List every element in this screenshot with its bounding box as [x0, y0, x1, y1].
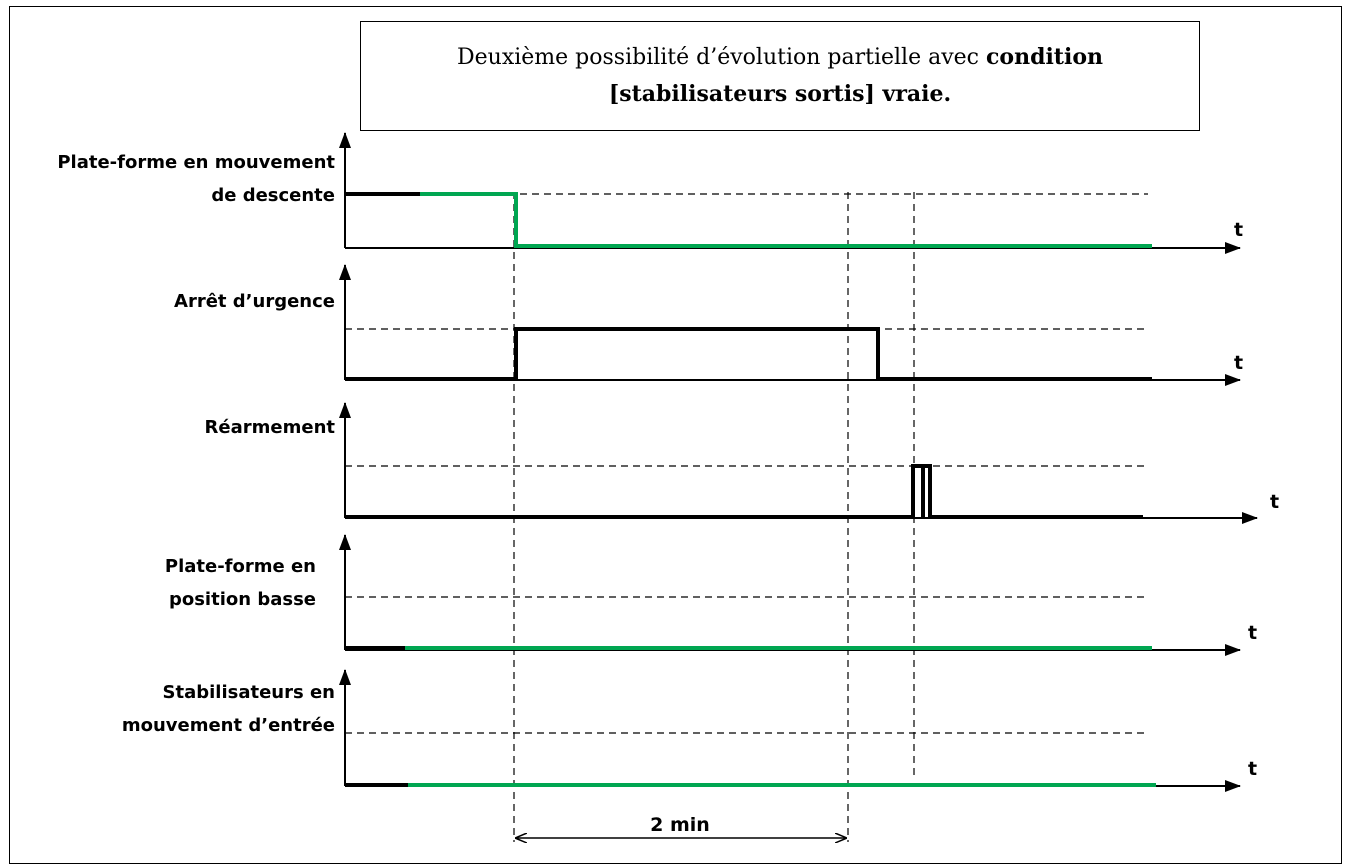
signal-label-stabilisateurs-line-1: Stabilisateurs en — [162, 682, 335, 703]
title-line-1-normal: Deuxième possibilité d’évolution partiel… — [457, 45, 986, 70]
signal-label-position-basse-line-1: Plate-forme en — [164, 556, 316, 577]
signal-label-position-basse-line-2: position basse — [168, 589, 316, 610]
signal-label-arret-urgence-line-1: Arrêt d’urgence — [174, 291, 335, 312]
axis-label-t-stabilisateurs: t — [1248, 758, 1257, 780]
title-line-1-bold: condition — [986, 44, 1103, 70]
signal-label-rearmement-line-1: Réarmement — [204, 417, 335, 438]
signal-label-stabilisateurs: Stabilisateurs en mouvement d’entrée — [122, 676, 335, 742]
axis-label-t-arret-urgence: t — [1234, 352, 1243, 374]
signal-label-stabilisateurs-line-2: mouvement d’entrée — [121, 715, 335, 736]
title-line-2: [stabilisateurs sortis] vraie. — [609, 76, 951, 113]
axis-label-t-position-basse: t — [1248, 622, 1257, 644]
duration-label: 2 min — [650, 814, 710, 836]
signal-label-arret-urgence: Arrêt d’urgence — [174, 285, 335, 318]
axis-label-t-rearmement: t — [1270, 491, 1279, 513]
signal-label-descente-line-2: de descente — [211, 185, 335, 206]
diagram-title: Deuxième possibilité d’évolution partiel… — [360, 21, 1200, 131]
signal-label-descente-line-1: Plate-forme en mouvement — [57, 152, 335, 173]
signal-label-descente: Plate-forme en mouvement de descente — [57, 146, 335, 212]
axis-label-t-descente: t — [1234, 219, 1243, 241]
trace-arret-urgence — [345, 327, 1152, 381]
signal-label-rearmement: Réarmement — [205, 411, 335, 444]
trace-descente-green — [420, 192, 1152, 248]
trace-rearmement — [345, 464, 1143, 519]
title-line-2-bold: [stabilisateurs sortis] vraie. — [608, 81, 952, 107]
title-line-1: Deuxième possibilité d’évolution partiel… — [457, 39, 1103, 76]
diagram-frame — [9, 6, 1342, 864]
signal-label-position-basse: Plate-forme en position basse — [165, 550, 316, 616]
